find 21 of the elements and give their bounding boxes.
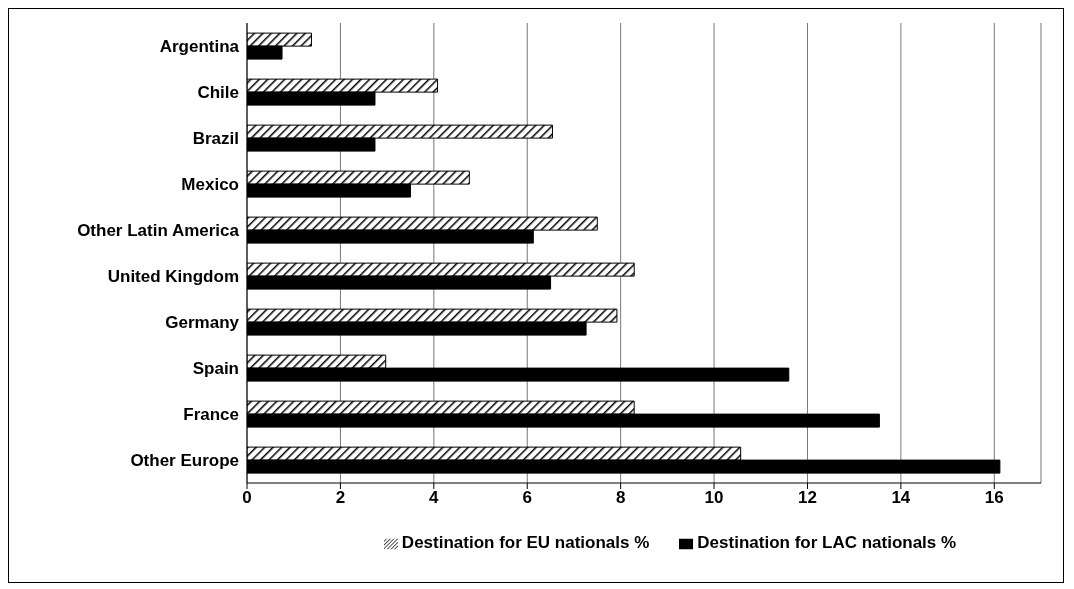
x-tick-label: 0	[242, 488, 252, 508]
y-tick-label: Other Latin America	[77, 221, 240, 241]
x-tick-label: 16	[984, 488, 1004, 508]
y-tick-label: Spain	[192, 359, 239, 379]
x-tick-label: 4	[429, 488, 440, 508]
x-tick-label: 2	[335, 488, 346, 508]
legend-label: Destination for LAC nationals %	[697, 533, 957, 552]
y-tick-label: Mexico	[181, 175, 239, 195]
x-tick-label: 6	[522, 488, 532, 508]
y-tick-label: Other Europe	[130, 451, 239, 471]
x-tick-label: 10	[704, 488, 724, 508]
y-tick-label: Brazil	[192, 129, 239, 149]
y-tick-label: Germany	[165, 313, 240, 333]
legend-label: Destination for EU nationals %	[401, 533, 650, 552]
x-tick-label: 8	[615, 488, 626, 508]
x-tick-label: 14	[891, 488, 911, 508]
y-tick-label: Argentina	[159, 37, 240, 57]
x-tick-label: 12	[798, 488, 817, 508]
y-tick-label: United Kingdom	[107, 267, 239, 287]
y-tick-label: France	[183, 405, 239, 425]
y-tick-label: Chile	[197, 83, 239, 103]
